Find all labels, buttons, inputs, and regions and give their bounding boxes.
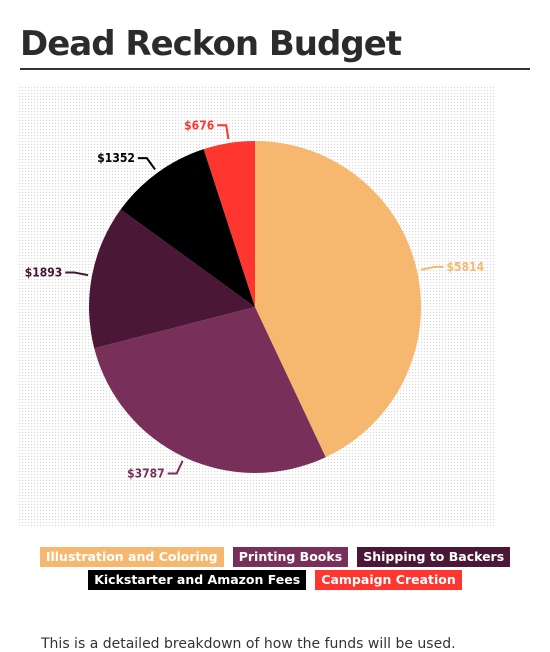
legend-item-campaign: Campaign Creation xyxy=(315,570,462,590)
leader-line-campaign-creation xyxy=(217,124,230,140)
legend-item-printing: Printing Books xyxy=(232,547,349,567)
chart-legend: Illustration and Coloring Printing Books… xyxy=(20,544,530,590)
value-label-printing-books: $3787 xyxy=(127,466,165,480)
leader-line-kickstarter-and-amazon-fees xyxy=(137,157,156,171)
leader-line-illustration-and-coloring xyxy=(420,265,444,271)
pie-slice-kickstarter-and-amazon-fees xyxy=(120,149,255,307)
pie-slice-printing-books xyxy=(94,307,326,474)
page-description: This is a detailed breakdown of how the … xyxy=(41,636,456,652)
pie-chart: $5814 $3787 $1893 $1352 $676 xyxy=(18,86,494,526)
page-title: Dead Reckon Budget xyxy=(20,24,402,64)
value-label-kickstarter-and-amazon-fees: $1352 xyxy=(97,151,135,165)
pie-slice-shipping-to-backers xyxy=(89,209,255,349)
pie-slice-campaign-creation xyxy=(203,141,255,307)
legend-item-fees: Kickstarter and Amazon Fees xyxy=(88,570,307,590)
pie-chart-svg: $5814 $3787 $1893 $1352 $676 xyxy=(25,118,485,480)
pie-slice-illustration-and-coloring xyxy=(255,141,422,458)
leader-line-shipping-to-backers xyxy=(65,271,89,277)
title-divider xyxy=(20,68,530,70)
value-label-campaign-creation: $676 xyxy=(184,118,214,132)
legend-item-shipping: Shipping to Backers xyxy=(357,547,511,567)
legend-item-illustration: Illustration and Coloring xyxy=(39,547,224,567)
leader-line-printing-books xyxy=(167,460,184,475)
value-label-illustration-and-coloring: $5814 xyxy=(447,260,485,274)
value-label-shipping-to-backers: $1893 xyxy=(25,265,63,279)
